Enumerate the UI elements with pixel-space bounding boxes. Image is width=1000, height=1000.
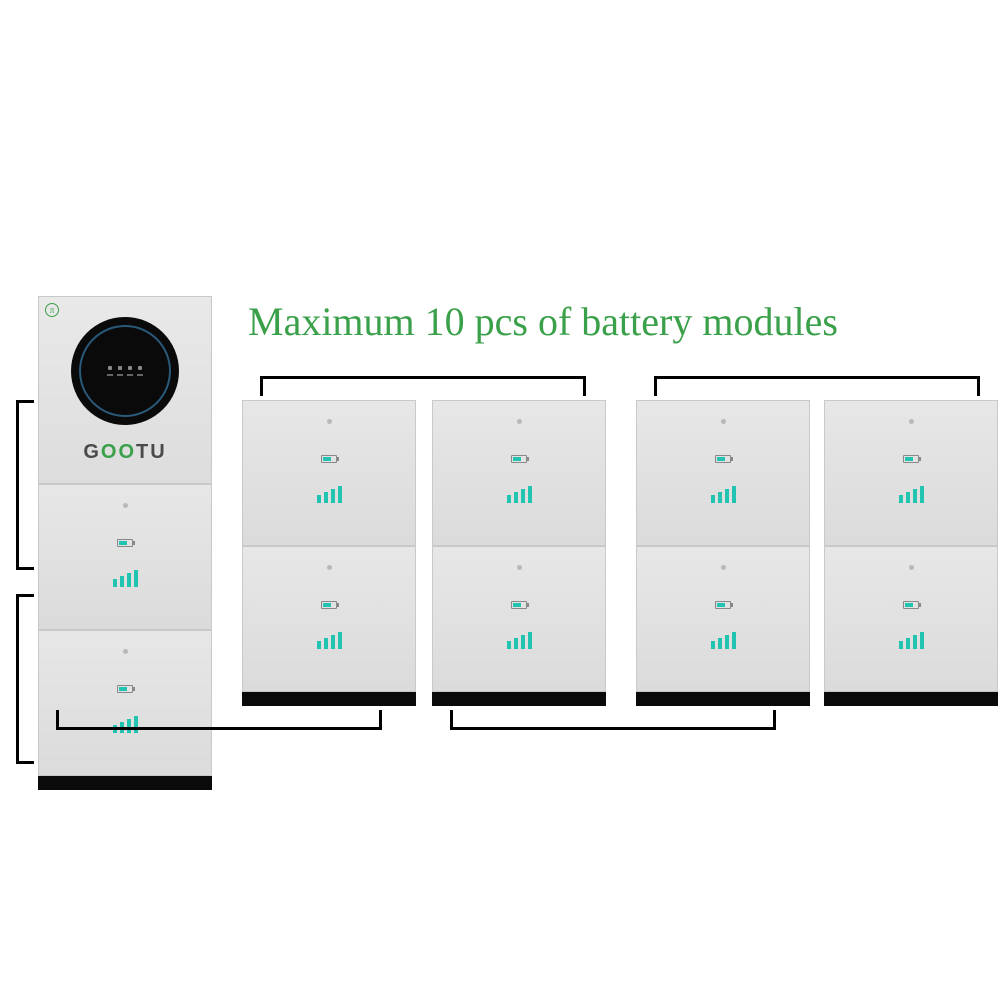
- level-bars-icon: [507, 631, 532, 649]
- battery-icon: [321, 455, 337, 463]
- stack-3: [432, 400, 606, 706]
- indicator-dot-icon: [327, 565, 332, 570]
- bracket-icon: [654, 376, 980, 396]
- battery-module: [242, 546, 416, 692]
- battery-icon: [715, 601, 731, 609]
- level-bars-icon: [711, 631, 736, 649]
- battery-icon: [511, 455, 527, 463]
- indicator-dot-icon: [909, 419, 914, 424]
- level-bars-icon: [317, 485, 342, 503]
- stack-2: [242, 400, 416, 706]
- battery-icon: [117, 539, 133, 547]
- battery-module: [824, 546, 998, 692]
- indicator-dot-icon: [123, 649, 128, 654]
- base-plate: [636, 692, 810, 706]
- level-bars-icon: [317, 631, 342, 649]
- battery-icon: [715, 455, 731, 463]
- base-plate: [242, 692, 416, 706]
- inverter-unit: π GOOTU: [38, 296, 212, 484]
- pi-badge-icon: π: [45, 303, 59, 317]
- indicator-dot-icon: [721, 419, 726, 424]
- indicator-dot-icon: [327, 419, 332, 424]
- battery-icon: [117, 685, 133, 693]
- inverter-display-ring: [71, 317, 179, 425]
- bracket-icon: [16, 400, 34, 570]
- level-bars-icon: [113, 569, 138, 587]
- bracket-icon: [260, 376, 586, 396]
- bracket-icon: [16, 594, 34, 764]
- battery-module: [38, 484, 212, 630]
- stack-5: [824, 400, 998, 706]
- battery-icon: [321, 601, 337, 609]
- indicator-dot-icon: [909, 565, 914, 570]
- indicator-dot-icon: [721, 565, 726, 570]
- indicator-dot-icon: [517, 419, 522, 424]
- battery-module: [38, 630, 212, 776]
- indicator-dot-icon: [123, 503, 128, 508]
- level-bars-icon: [507, 485, 532, 503]
- base-plate: [432, 692, 606, 706]
- battery-module: [636, 546, 810, 692]
- stack-4: [636, 400, 810, 706]
- base-plate: [824, 692, 998, 706]
- battery-module: [636, 400, 810, 546]
- level-bars-icon: [899, 631, 924, 649]
- indicator-dot-icon: [517, 565, 522, 570]
- diagram-title: Maximum 10 pcs of battery modules: [248, 298, 838, 345]
- brand-logo: GOOTU: [83, 441, 166, 464]
- bracket-icon: [56, 710, 382, 730]
- battery-icon: [903, 455, 919, 463]
- base-plate: [38, 776, 212, 790]
- battery-module: [824, 400, 998, 546]
- bracket-icon: [450, 710, 776, 730]
- battery-icon: [903, 601, 919, 609]
- battery-module: [432, 400, 606, 546]
- level-bars-icon: [711, 485, 736, 503]
- battery-module: [242, 400, 416, 546]
- battery-module: [432, 546, 606, 692]
- level-bars-icon: [899, 485, 924, 503]
- battery-icon: [511, 601, 527, 609]
